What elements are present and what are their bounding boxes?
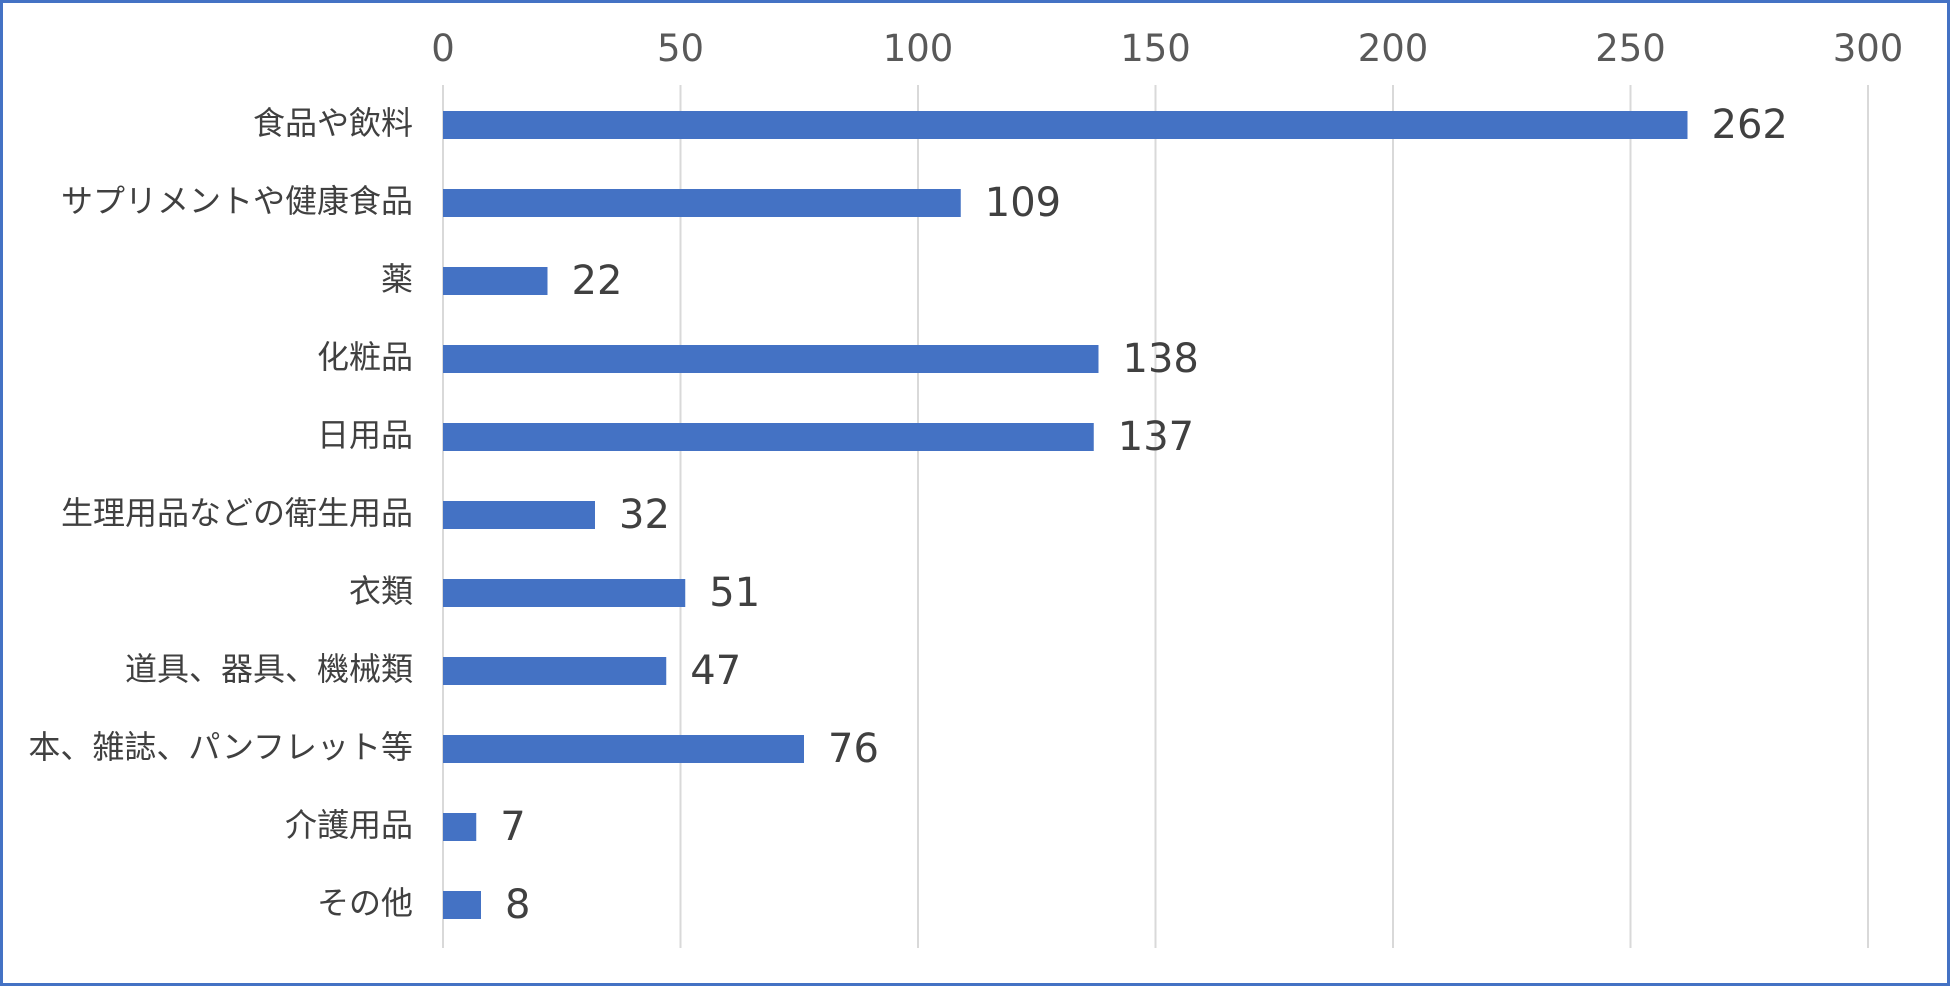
x-tick-label-300: 300 (1833, 27, 1904, 70)
x-tick-label-0: 0 (431, 27, 455, 70)
data-label-8: 76 (828, 726, 879, 772)
category-label-1: サプリメントや健康食品 (61, 182, 413, 220)
bar-chart: 0 50 100 150 200 250 300 食品や飲料サプリメントや健康食品薬化粧品日… (28, 27, 1903, 948)
data-label-9: 7 (500, 804, 525, 850)
bar-3 (443, 345, 1099, 373)
category-labels: 食品や飲料サプリメントや健康食品薬化粧品日用品生理用品などの衛生用品衣類道具、器… (28, 104, 413, 922)
bar-10 (443, 891, 481, 919)
category-label-10: その他 (317, 884, 413, 922)
data-labels: 262 109 22 138 137 32 51 47 76 7 8 (500, 102, 1788, 928)
x-tick-label-200: 200 (1358, 27, 1429, 70)
gridlines (442, 85, 1869, 948)
data-label-5: 32 (619, 492, 670, 538)
x-tick-label-100: 100 (883, 27, 954, 70)
bar-8 (443, 735, 804, 763)
bar-6 (443, 579, 686, 607)
data-label-4: 137 (1118, 414, 1194, 460)
category-label-4: 日用品 (317, 416, 413, 454)
category-label-3: 化粧品 (317, 338, 413, 376)
bar-4 (443, 423, 1094, 451)
bar-2 (443, 267, 548, 295)
x-tick-label-50: 50 (657, 27, 704, 70)
data-label-0: 262 (1712, 102, 1788, 148)
x-axis-tick-labels: 0 50 100 150 200 250 300 (431, 27, 1903, 70)
category-label-0: 食品や飲料 (253, 104, 413, 142)
data-label-10: 8 (505, 882, 530, 928)
category-label-6: 衣類 (349, 572, 413, 610)
data-label-2: 22 (572, 258, 623, 304)
bar-5 (443, 501, 595, 529)
category-label-5: 生理用品などの衛生用品 (61, 494, 413, 532)
bar-1 (443, 189, 961, 217)
x-tick-label-150: 150 (1120, 27, 1191, 70)
category-label-9: 介護用品 (285, 806, 413, 844)
data-label-3: 138 (1123, 336, 1199, 382)
bar-7 (443, 657, 667, 685)
data-label-1: 109 (985, 180, 1061, 226)
bar-9 (443, 813, 477, 841)
x-tick-label-250: 250 (1595, 27, 1666, 70)
category-label-2: 薬 (381, 260, 413, 298)
category-label-8: 本、雑誌、パンフレット等 (28, 728, 413, 766)
bar-0 (443, 111, 1688, 139)
category-label-7: 道具、器具、機械類 (125, 650, 413, 688)
data-label-6: 51 (709, 570, 760, 616)
bars (443, 111, 1688, 919)
data-label-7: 47 (690, 648, 741, 694)
